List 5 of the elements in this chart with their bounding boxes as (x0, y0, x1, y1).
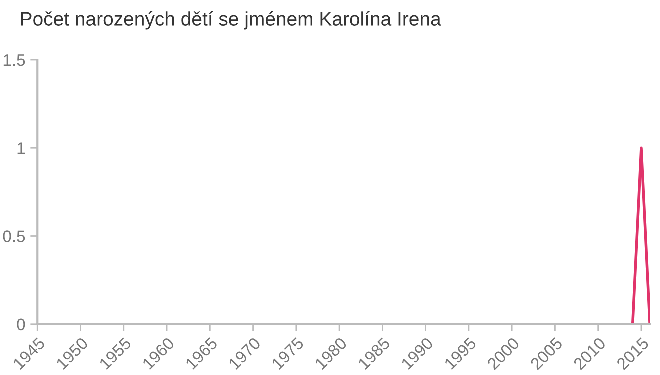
y-tick-label: 0 (17, 318, 26, 331)
chart-title: Počet narozených dětí se jménem Karolína Irena (21, 11, 442, 30)
y-tick-label: 1.5 (4, 54, 26, 66)
y-tick-label: 1 (18, 142, 25, 154)
y-tick-label: 0.5 (3, 230, 26, 242)
